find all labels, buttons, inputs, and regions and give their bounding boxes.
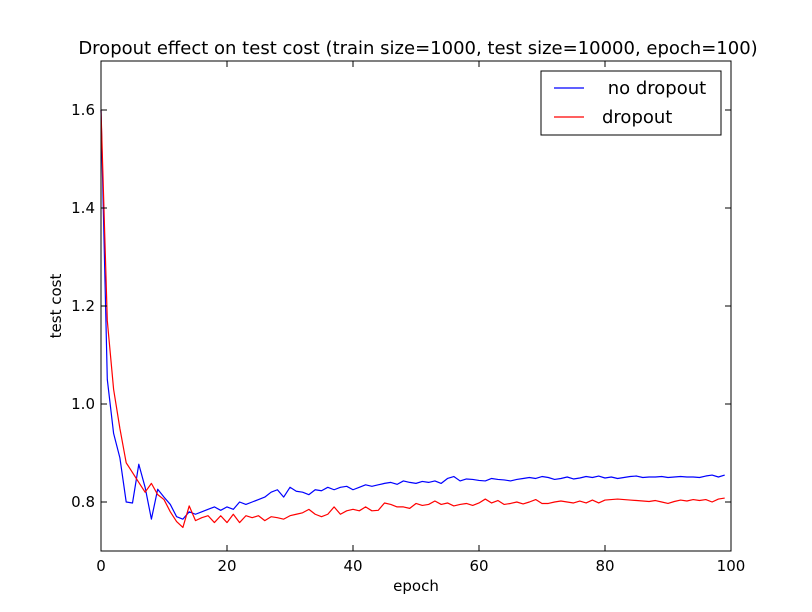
x-tick-label: 0 xyxy=(96,557,106,575)
series-layer xyxy=(100,109,725,529)
y-tick-label: 1.2 xyxy=(71,297,95,315)
y-axis-label: test cost xyxy=(47,274,65,339)
series-line-0 xyxy=(100,109,725,520)
ticks-layer: 0 20 40 60 80 100 0.8 1.0 1.2 1.4 1.6 xyxy=(71,61,745,575)
chart-title: Dropout effect on test cost (train size=… xyxy=(78,38,757,59)
legend-box xyxy=(540,70,722,136)
x-tick-label: 80 xyxy=(595,557,614,575)
series-line-1 xyxy=(100,109,725,529)
y-tick-label: 1.0 xyxy=(71,395,95,413)
x-tick-label: 100 xyxy=(717,557,746,575)
y-tick-label: 1.6 xyxy=(71,101,95,119)
y-tick-label: 1.4 xyxy=(71,199,95,217)
legend: no dropout dropout xyxy=(540,70,722,136)
x-tick-label: 60 xyxy=(469,557,488,575)
legend-label-1: dropout xyxy=(602,107,672,128)
x-axis-label: epoch xyxy=(393,577,439,595)
x-tick-label: 40 xyxy=(343,557,362,575)
legend-label-0: no dropout xyxy=(602,78,706,99)
x-tick-label: 20 xyxy=(217,557,236,575)
y-tick-label: 0.8 xyxy=(71,493,95,511)
